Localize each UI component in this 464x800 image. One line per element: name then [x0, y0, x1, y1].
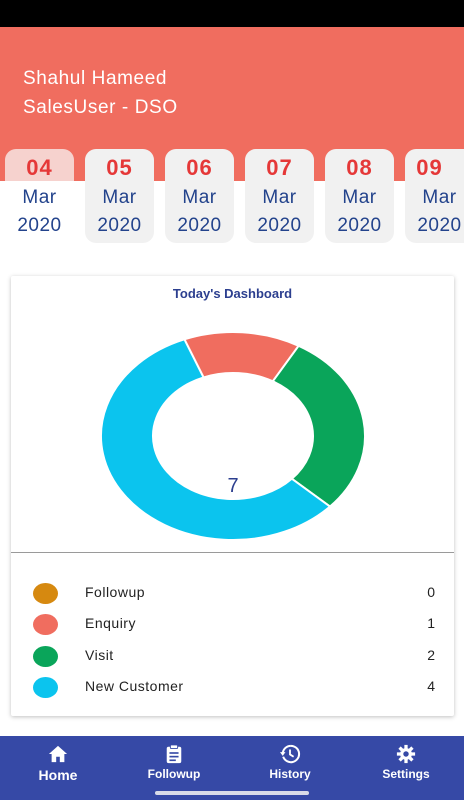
date-month: Mar — [182, 187, 217, 208]
nav-followup[interactable]: Followup — [116, 736, 232, 792]
status-bar — [0, 0, 464, 27]
donut-segments — [100, 331, 366, 541]
gear-icon — [396, 744, 416, 764]
nav-label: History — [269, 767, 311, 781]
date-selector[interactable]: 04 Mar 2020 05 Mar 2020 06 Mar 2020 07 M… — [0, 149, 464, 245]
home-indicator — [155, 791, 309, 795]
date-year: 2020 — [337, 215, 382, 236]
legend-value: 0 — [427, 584, 435, 600]
dashboard-card: Today's Dashboard 7 Followup 0 Enquiry 1… — [11, 276, 454, 716]
nav-label: Home — [38, 767, 78, 783]
nav-label: Followup — [147, 767, 201, 781]
date-month: Mar — [422, 187, 457, 208]
date-item[interactable]: 05 Mar 2020 — [85, 149, 154, 243]
nav-settings[interactable]: Settings — [348, 736, 464, 792]
date-day: 06 — [186, 155, 213, 180]
legend-value: 4 — [427, 678, 435, 694]
dashboard-title: Today's Dashboard — [172, 286, 293, 301]
date-month: Mar — [102, 187, 137, 208]
date-year: 2020 — [97, 215, 142, 236]
date-month: Mar — [22, 187, 57, 208]
selected-day-highlight — [5, 149, 74, 181]
date-day: 08 — [346, 155, 373, 180]
legend-dot — [33, 677, 58, 698]
date-month: Mar — [342, 187, 377, 208]
donut-total: 7 — [227, 475, 238, 497]
legend-label: New Customer — [85, 678, 184, 694]
history-icon — [280, 744, 301, 764]
date-day: 07 — [266, 155, 293, 180]
date-year: 2020 — [177, 215, 222, 236]
date-item[interactable]: 08 Mar 2020 — [325, 149, 394, 243]
user-name: Shahul Hameed — [23, 68, 168, 89]
legend-label: Enquiry — [85, 615, 136, 631]
donut-segment-visit — [271, 344, 366, 508]
date-item[interactable]: 07 Mar 2020 — [245, 149, 314, 243]
date-day: 04 — [26, 155, 53, 180]
legend-value: 1 — [427, 615, 435, 631]
legend-label: Followup — [85, 584, 146, 600]
legend-row-new-customer: New Customer 4 — [33, 675, 435, 699]
clipboard-icon — [166, 744, 182, 764]
date-year: 2020 — [417, 215, 462, 236]
date-item[interactable]: 06 Mar 2020 — [165, 149, 234, 243]
date-year: 2020 — [257, 215, 302, 236]
home-icon — [48, 745, 68, 763]
legend-row-visit: Visit 2 — [33, 644, 435, 668]
nav-history[interactable]: History — [232, 736, 348, 792]
legend-dot — [33, 614, 58, 635]
user-role: SalesUser - DSO — [23, 97, 178, 118]
legend-row-enquiry: Enquiry 1 — [33, 612, 435, 636]
date-day: 09 — [416, 155, 443, 180]
date-month: Mar — [262, 187, 297, 208]
donut-chart: 7 — [100, 331, 366, 541]
legend-label: Visit — [85, 647, 114, 663]
divider — [11, 552, 454, 553]
nav-home[interactable]: Home — [0, 736, 116, 792]
bottom-navigation: Home Followup History — [0, 736, 464, 800]
date-item-selected[interactable]: 04 Mar 2020 — [5, 149, 74, 243]
date-item[interactable]: 09 Mar 2020 — [405, 149, 464, 243]
date-year: 2020 — [17, 215, 62, 236]
legend-value: 2 — [427, 647, 435, 663]
donut-segment-new-customer — [100, 338, 332, 541]
nav-label: Settings — [382, 767, 430, 781]
date-day: 05 — [106, 155, 133, 180]
legend-row-followup: Followup 0 — [33, 581, 435, 605]
legend-dot — [33, 583, 58, 604]
legend-dot — [33, 646, 58, 667]
